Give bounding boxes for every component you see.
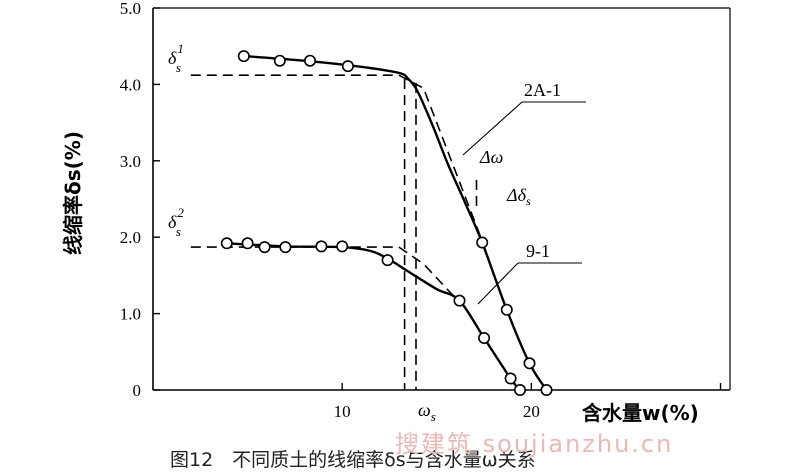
delta-s2-label: δ2 s: [168, 205, 184, 239]
y-tick-label-0: 0: [133, 381, 142, 400]
y-tick-label-2: 2.0: [120, 228, 141, 247]
series-0-point-1: [273, 54, 286, 67]
tangent-line-1: [398, 74, 483, 242]
series-label-91: 9-1: [526, 241, 550, 261]
series-line-0: [243, 54, 548, 391]
series-1-point-7: [453, 294, 466, 307]
series-1-point-3: [279, 241, 292, 254]
delta-omega-label: Δω: [479, 147, 503, 167]
series-1-point-9: [504, 372, 517, 385]
series-0-point-3: [341, 60, 354, 73]
leader-91: [477, 262, 519, 305]
delta-ds-label: Δδs: [506, 185, 531, 208]
x-ticks: 10 20: [334, 383, 722, 421]
y-tick-label-4: 4.0: [120, 75, 141, 94]
series-label-2a1: 2A-1: [524, 80, 561, 100]
delta-s1-label: δ1 s: [168, 41, 184, 75]
series-1-point-4: [315, 240, 328, 253]
tangent-line-3: [398, 246, 457, 299]
x-tick-label-1: 20: [523, 402, 540, 421]
x-axis-label: 含水量w(%): [582, 401, 699, 425]
y-ticks: 0 1.0 2.0 3.0 4.0 5.0: [120, 0, 160, 400]
x-tick-label-0: 10: [334, 402, 351, 421]
figure-caption: 图12 不同质土的线缩率δs与含水量ω关系: [170, 449, 536, 471]
y-tick-label-5: 5.0: [120, 0, 141, 18]
series-0-point-7: [540, 383, 553, 396]
series-0-point-0: [237, 50, 250, 63]
series-1-point-2: [258, 241, 271, 254]
omega-s-label: ωs: [418, 400, 436, 424]
series-1-point-1: [241, 237, 254, 250]
y-axis-label: 线缩率δs(%): [61, 131, 85, 255]
series-0-point-5: [500, 303, 513, 316]
series-markers: [220, 50, 553, 396]
y-tick-label-3: 3.0: [120, 152, 141, 171]
tangent-lines: [190, 74, 483, 390]
series-line-1: [226, 242, 521, 391]
y-tick-label-1: 1.0: [120, 305, 141, 324]
series-0-point-2: [303, 54, 316, 67]
chart-axes: [152, 7, 731, 391]
leader-2a1: [462, 101, 523, 156]
series-1-point-10: [513, 383, 526, 396]
series-1-point-6: [381, 254, 394, 267]
series-1-point-8: [478, 331, 491, 344]
series-0-point-4: [476, 236, 489, 249]
series-curves: [226, 54, 548, 391]
watermark: 搜建筑 soujianzhu.cn: [395, 430, 673, 458]
series-1-point-5: [336, 240, 349, 253]
series-1-point-0: [220, 237, 233, 250]
series-0-point-6: [523, 357, 536, 370]
